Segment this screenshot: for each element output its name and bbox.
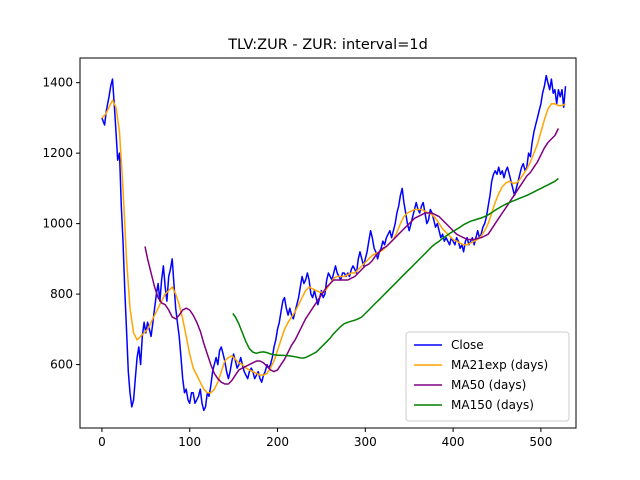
y-tick-label: 1400 [42, 76, 73, 90]
y-tick-label: 1200 [42, 146, 73, 160]
x-tick-label: 500 [529, 435, 552, 449]
legend-box [405, 331, 570, 422]
series-layer [101, 74, 567, 412]
legend: Close MA21exp (days) MA50 (days) MA150 (day… [405, 331, 570, 422]
legend-label: MA150 (days) [451, 398, 534, 412]
plot-frame [79, 57, 577, 429]
legend-label: Close [451, 338, 484, 352]
legend-label: MA50 (days) [451, 378, 526, 392]
series-line-3 [144, 128, 560, 385]
x-tick-label: 300 [354, 435, 377, 449]
chart-title: TLV:ZUR - ZUR: interval=1d [227, 37, 428, 53]
y-axis: 600 800 1000 1200 1400 [42, 76, 80, 372]
x-tick-label: 400 [442, 435, 465, 449]
x-axis: 0 100 200 300 400 500 [98, 428, 552, 449]
y-tick-label: 800 [50, 287, 73, 301]
legend-label: MA21exp (days) [451, 358, 548, 372]
x-tick-label: 200 [266, 435, 289, 449]
x-tick-label: 0 [98, 435, 106, 449]
series-line-2 [101, 99, 566, 394]
series-line-1 [101, 74, 567, 412]
y-tick-label: 1000 [42, 217, 73, 231]
series-line-4 [232, 177, 559, 359]
y-tick-label: 600 [50, 358, 73, 372]
x-tick-label: 100 [178, 435, 201, 449]
